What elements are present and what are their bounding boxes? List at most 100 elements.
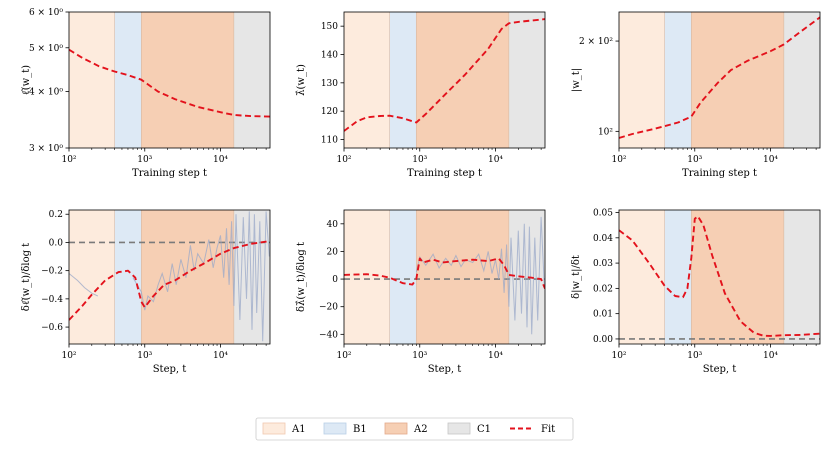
y-tick-label: 0 [332,275,338,285]
y-tick-label: 0.03 [593,259,613,269]
x-axis-label: Step, t [428,364,462,375]
y-tick-label: 110 [321,136,338,146]
y-tick-label: 140 [321,51,338,61]
legend-entry-c1: C1 [447,422,491,435]
plot-area [69,48,270,118]
plot-area [619,215,820,340]
legend-label-a2: A2 [413,424,428,435]
y-tick-label: 6 × 10⁰ [29,8,63,18]
y-axis-label: δλ̂(w_t)/δlog t [296,242,307,312]
phase-band-b1 [114,210,142,344]
phase-band-c1 [783,12,820,148]
fit-series-line [69,48,270,118]
fit-series-line [344,257,545,290]
y-tick-label: 0.05 [593,209,613,219]
x-axis-label: Step, t [703,364,737,375]
legend-swatch-a2 [384,422,408,435]
phase-band-a2 [416,210,509,344]
y-tick-label: −20 [319,303,338,313]
y-axis-label: δ|w_t|/δt [571,255,582,299]
y-tick-label: 0.04 [593,234,613,244]
legend-swatch-c1 [447,422,471,435]
plot-frame [343,209,546,345]
legend-entry-a2: A2 [384,422,428,435]
phase-band-a2 [416,12,509,148]
phase-band-b1 [389,210,417,344]
phase-band-c1 [783,210,820,344]
x-tick-label: 10³ [137,155,152,165]
x-tick-label: 10² [61,155,76,165]
x-tick-label: 10² [336,351,351,361]
phase-band-a1 [69,210,115,344]
plot-frame [68,11,271,149]
y-tick-label: 20 [327,247,339,257]
y-tick-label: 150 [321,22,338,32]
x-tick-label: 10² [611,155,626,165]
phase-band-a1 [344,12,390,148]
fit-series-line [619,215,820,337]
legend-label-a1: A1 [291,424,306,435]
legend-entry-fit: Fit [510,424,555,435]
x-tick-label: 10⁴ [488,351,503,361]
panel-loss-derivative: 10² 10³ 10⁴ −0.6 −0.4 −0.2 0.0 0.2 Step, t δℓ̂(w_… [21,209,271,375]
phase-band-a2 [141,210,234,344]
x-tick-label: 10⁴ [213,351,228,361]
phase-band-a1 [344,210,390,344]
panel-loss: 10² 10³ 10⁴ 3 × 10⁰ 4 × 10⁰ 5 × 10⁰ 6 × 10⁰ Tra… [21,8,271,179]
plot-area [344,18,545,132]
plot-frame [68,209,271,345]
plot-frame [343,11,546,149]
phase-band-b1 [664,12,692,148]
plot-area [619,16,820,139]
x-tick-label: 10³ [412,155,427,165]
panel-weight-norm: 10² 10³ 10⁴ 10² 2 × 10² Training step t |w_t| [571,11,821,179]
x-tick-label: 10² [61,351,76,361]
phase-band-a2 [691,12,784,148]
y-axis-label: δℓ̂(w_t)/δlog t [21,243,32,311]
y-tick-label: 3 × 10⁰ [29,144,63,154]
y-tick-label: 0.01 [593,310,613,320]
y-tick-label: −0.4 [41,295,63,305]
phase-band-b1 [114,12,142,148]
phase-band-a1 [619,210,665,344]
fit-series-line [619,16,820,139]
y-tick-label: −40 [319,330,338,340]
x-axis-label: Training step t [682,168,757,179]
fit-series-line [69,240,270,321]
raw-series-line [69,273,99,297]
phase-band-c1 [233,12,270,148]
legend-swatch-b1 [323,422,347,435]
x-tick-label: 10³ [687,351,702,361]
y-tick-label: 0.2 [49,210,63,220]
raw-series-line [415,216,545,335]
phase-band-b1 [664,210,692,344]
legend-entry-b1: B1 [323,422,367,435]
plot-frame [618,209,821,345]
x-tick-label: 10⁴ [763,155,778,165]
panel-lambda: 10² 10³ 10⁴ 110 120 130 140 150 Training step t λ… [296,11,546,179]
y-tick-label: 5 × 10⁰ [29,44,63,54]
plot-area [69,211,270,342]
y-tick-label: 10² [598,127,613,137]
phase-band-a1 [69,12,115,148]
y-tick-label: 4 × 10⁰ [29,88,63,98]
x-axis-label: Training step t [132,168,207,179]
y-tick-label: 120 [321,107,338,117]
y-axis-label: |w_t| [571,68,582,92]
phase-band-a2 [691,210,784,344]
y-axis-label: λ̂(w_t) [296,64,307,96]
y-tick-label: 40 [327,220,339,230]
legend-swatch-a1 [262,422,286,435]
x-tick-label: 10⁴ [763,351,778,361]
x-tick-label: 10⁴ [213,155,228,165]
y-axis-label: ℓ̂(w_t) [21,65,32,95]
x-tick-label: 10³ [412,351,427,361]
y-tick-label: 130 [321,79,338,89]
legend-label-fit: Fit [541,424,555,435]
y-tick-label: 0.02 [593,284,613,294]
x-tick-label: 10² [336,155,351,165]
raw-series-line [132,211,270,342]
x-tick-label: 10⁴ [488,155,503,165]
phase-band-a2 [141,12,234,148]
y-tick-label: 0.0 [49,238,64,248]
